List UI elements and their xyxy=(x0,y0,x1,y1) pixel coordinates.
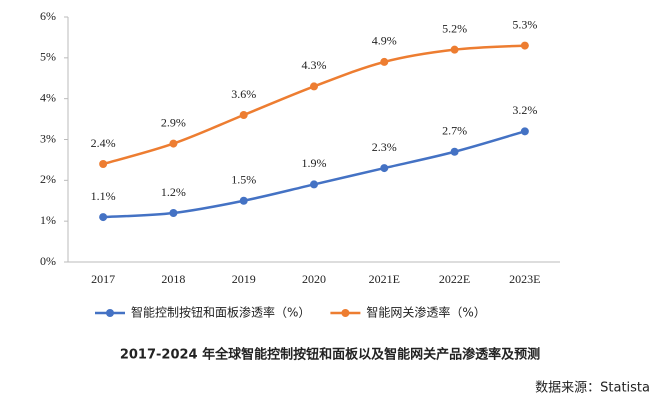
legend-label: 智能网关渗透率（%） xyxy=(366,305,485,320)
x-tick-label: 2022E xyxy=(439,272,470,286)
data-label: 1.9% xyxy=(302,156,327,170)
chart-title: 2017-2024 年全球智能控制按钮和面板以及智能网关产品渗透率及预测 xyxy=(120,347,540,363)
data-label: 1.2% xyxy=(161,185,186,199)
point xyxy=(99,160,108,168)
data-label: 3.6% xyxy=(231,87,256,101)
x-tick-label: 2019 xyxy=(232,272,256,286)
x-tick-label: 2023E xyxy=(509,272,540,286)
data-label: 4.3% xyxy=(302,58,327,72)
y-tick-label: 6% xyxy=(40,9,56,23)
y-tick-label: 0% xyxy=(40,254,56,268)
data-label: 2.7% xyxy=(442,124,467,138)
x-tick-label: 2021E xyxy=(369,272,400,286)
point xyxy=(99,213,108,222)
point xyxy=(239,196,248,205)
legend-marker xyxy=(106,309,114,317)
data-label: 4.9% xyxy=(372,34,397,48)
point xyxy=(450,147,459,156)
point xyxy=(520,127,529,136)
data-label: 2.9% xyxy=(161,115,186,129)
series-line xyxy=(103,130,526,219)
y-tick-label: 4% xyxy=(40,90,56,104)
point xyxy=(169,139,178,148)
y-tick-label: 5% xyxy=(40,50,56,64)
point xyxy=(450,45,459,54)
point xyxy=(520,41,529,50)
point xyxy=(169,209,178,217)
data-label: 1.5% xyxy=(231,173,256,187)
point xyxy=(380,57,389,66)
point xyxy=(310,180,318,189)
data-label: 2.4% xyxy=(91,136,116,150)
data-label: 5.3% xyxy=(512,17,537,31)
legend-label: 智能控制按钮和面板渗透率（%） xyxy=(131,305,310,320)
source: 数据来源：Statista xyxy=(535,381,650,396)
y-tick-label: 1% xyxy=(40,213,56,227)
x-tick-label: 2018 xyxy=(161,272,185,286)
point xyxy=(310,82,318,91)
x-tick-label: 2017 xyxy=(91,272,115,286)
y-tick-label: 2% xyxy=(40,172,56,186)
data-label: 3.2% xyxy=(512,103,537,117)
legend-marker xyxy=(341,309,350,317)
x-tick-label: 2020 xyxy=(302,272,326,286)
data-label: 1.1% xyxy=(91,189,116,203)
point xyxy=(239,111,248,119)
data-label: 2.3% xyxy=(372,140,397,154)
data-label: 5.2% xyxy=(442,21,467,35)
y-tick-label: 3% xyxy=(40,131,56,145)
point xyxy=(380,164,389,173)
